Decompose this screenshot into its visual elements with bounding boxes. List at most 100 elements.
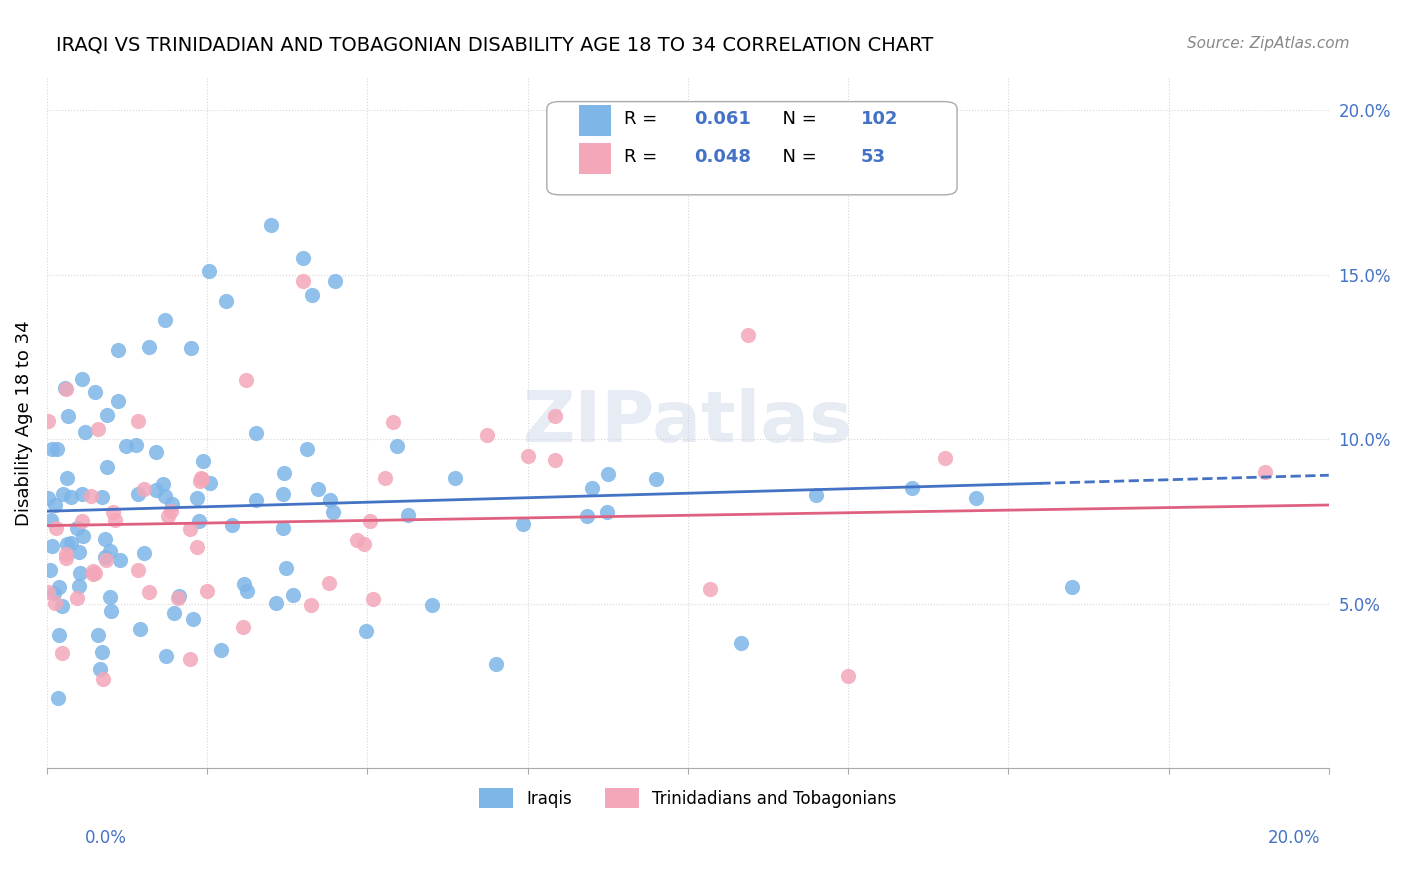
Point (53, 380, 76, 394)
Point (152, 477, 174, 491)
Point (94, 553, 117, 567)
Point (323, 274, 346, 288)
Text: 0.061: 0.061 (695, 110, 751, 128)
Point (155, 649, 177, 664)
Point (51, 646, 73, 660)
Point (82, 566, 104, 581)
Bar (579, 105, 612, 136)
Point (420, 598, 443, 612)
Point (167, 591, 190, 606)
Point (444, 471, 467, 485)
Point (575, 508, 598, 523)
Point (737, 327, 759, 342)
Text: N =: N = (770, 110, 823, 128)
Point (934, 450, 956, 465)
Point (198, 264, 221, 278)
Point (235, 373, 257, 387)
Point (245, 492, 267, 507)
Point (39, 563, 62, 577)
Point (83, 385, 105, 400)
Point (804, 488, 827, 502)
Point (209, 643, 232, 657)
Point (46, 691, 69, 706)
Point (127, 414, 149, 428)
Point (292, 252, 315, 266)
Point (51, 599, 73, 613)
Point (512, 516, 534, 531)
Point (191, 472, 214, 486)
Point (94, 550, 117, 565)
Point (699, 582, 721, 597)
Point (595, 505, 617, 519)
Point (193, 454, 215, 468)
Point (55, 547, 77, 561)
Point (837, 669, 859, 683)
Point (271, 521, 294, 535)
Point (179, 522, 201, 536)
Point (475, 428, 498, 442)
Point (292, 274, 315, 288)
Text: Source: ZipAtlas.com: Source: ZipAtlas.com (1187, 36, 1350, 51)
Point (186, 491, 208, 505)
Point (104, 512, 127, 526)
Text: N =: N = (770, 148, 823, 166)
Point (215, 293, 238, 308)
Point (236, 583, 259, 598)
Point (322, 505, 344, 519)
Point (96, 460, 118, 475)
Point (87, 422, 110, 436)
Point (44, 586, 66, 600)
Point (730, 636, 752, 650)
Point (41, 539, 63, 553)
Point (48, 628, 70, 642)
Point (274, 560, 297, 574)
Point (181, 612, 204, 626)
Text: 0.0%: 0.0% (84, 829, 127, 847)
Point (96, 408, 118, 422)
Point (84, 566, 107, 581)
Point (80, 489, 103, 503)
Point (91, 645, 114, 659)
Point (100, 604, 122, 618)
Point (273, 467, 295, 481)
Text: 102: 102 (860, 110, 898, 128)
Point (385, 439, 408, 453)
Point (55, 471, 77, 485)
Point (66, 521, 89, 535)
Point (156, 508, 179, 523)
Point (485, 657, 508, 672)
Point (221, 517, 243, 532)
Point (46, 442, 69, 456)
Point (89, 662, 111, 676)
Text: 0.048: 0.048 (695, 148, 751, 166)
Point (125, 438, 148, 452)
Point (107, 343, 129, 357)
Text: R =: R = (624, 148, 662, 166)
Bar (579, 143, 612, 174)
Point (382, 415, 405, 429)
Point (52, 486, 75, 500)
Point (67, 544, 90, 558)
Point (195, 583, 218, 598)
Text: ZIPatlas: ZIPatlas (523, 388, 853, 458)
Point (37, 491, 59, 506)
Point (245, 425, 267, 440)
Point (44, 596, 66, 610)
Point (70, 371, 93, 385)
Point (107, 394, 129, 409)
Y-axis label: Disability Age 18 to 34: Disability Age 18 to 34 (15, 320, 32, 525)
Text: IRAQI VS TRINIDADIAN AND TOBAGONIAN DISABILITY AGE 18 TO 34 CORRELATION CHART: IRAQI VS TRINIDADIAN AND TOBAGONIAN DISA… (56, 36, 934, 54)
Point (301, 287, 323, 301)
Point (55, 551, 77, 566)
Point (271, 487, 294, 501)
Point (60, 491, 83, 505)
Point (346, 533, 368, 548)
Point (138, 340, 160, 354)
Point (581, 482, 603, 496)
Point (260, 219, 283, 233)
Point (155, 489, 177, 503)
Point (55, 382, 77, 396)
Point (187, 514, 209, 528)
Point (145, 483, 167, 497)
Point (70, 514, 93, 528)
